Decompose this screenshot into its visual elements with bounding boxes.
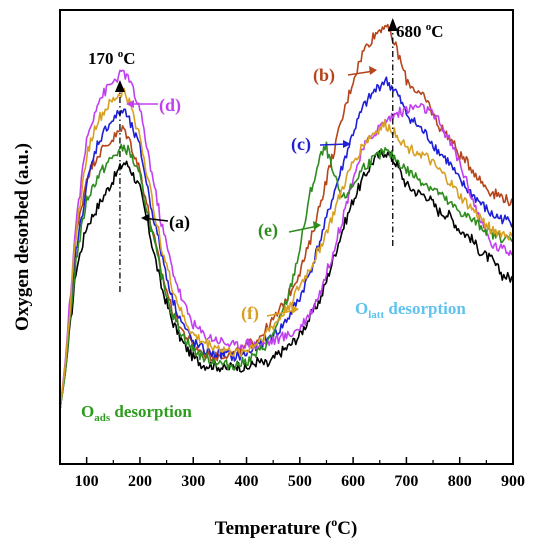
callout-c: (c) xyxy=(291,134,351,155)
callout-d-arrow-icon xyxy=(126,100,134,108)
peak-label-680-value: 680 xyxy=(396,22,426,41)
series-line-d xyxy=(59,69,514,411)
callout-e-arrow-icon xyxy=(313,221,321,230)
peak-label-680-unit: C xyxy=(431,22,443,41)
x-axis-label-main: Temperature ( xyxy=(215,518,332,539)
callout-d: (d) xyxy=(126,95,181,116)
x-tick-label-700: 700 xyxy=(394,473,418,490)
x-tick-label-300: 300 xyxy=(181,473,205,490)
x-tick-label-400: 400 xyxy=(235,473,259,490)
label-c: (c) xyxy=(291,134,311,155)
callout-e: (e) xyxy=(258,220,321,241)
series-line-e xyxy=(59,141,514,411)
series-line-a xyxy=(59,150,514,411)
label-e: (e) xyxy=(258,220,278,241)
x-tick-label-600: 600 xyxy=(341,473,365,490)
callout-e-line xyxy=(288,225,319,233)
x-tick-label-800: 800 xyxy=(448,473,472,490)
x-tick-group: 100 200 300 400 500 600 700 800 900 xyxy=(59,457,525,490)
olatt-sub: latt xyxy=(368,309,384,321)
series-line-c xyxy=(59,76,514,411)
callout-b-arrow-icon xyxy=(369,66,377,75)
x-tick-label-100: 100 xyxy=(75,473,99,490)
x-tick-label-900: 900 xyxy=(501,473,525,490)
plot-frame xyxy=(59,9,514,465)
callout-c-arrow-icon xyxy=(343,140,351,148)
label-f: (f) xyxy=(241,303,259,324)
callout-f: (f) xyxy=(241,303,299,324)
peak-label-680: 680 oC xyxy=(396,21,444,41)
x-axis-label-end: C) xyxy=(337,518,357,539)
peak-label-170-sup: o xyxy=(118,48,124,60)
olatt-rest: desorption xyxy=(384,299,466,318)
x-tick-label-500: 500 xyxy=(288,473,312,490)
label-b: (b) xyxy=(313,65,335,86)
peak-label-680-sup: o xyxy=(426,21,432,33)
peak-label-170-unit: C xyxy=(123,49,135,68)
oads-rest: desorption xyxy=(110,402,192,421)
peak-label-170-value: 170 xyxy=(88,49,118,68)
peak-label-170: 170 oC xyxy=(88,48,136,68)
oads-main: O xyxy=(81,402,94,421)
x-axis-label-sup: o xyxy=(331,515,337,529)
callout-f-arrow-icon xyxy=(291,305,299,314)
callout-f-line xyxy=(266,309,297,317)
oads-sub: ads xyxy=(94,412,111,424)
x-axis-label: Temperature (oC) xyxy=(215,515,358,539)
callout-b: (b) xyxy=(313,65,377,86)
callout-a: (a) xyxy=(141,212,190,233)
oads-desorption-label: Oads desorption xyxy=(81,402,192,424)
olatt-desorption-label: Olatt desorption xyxy=(355,299,466,321)
callout-a-arrow-icon xyxy=(141,214,149,222)
label-a: (a) xyxy=(169,212,190,233)
peak-arrow-170-icon xyxy=(114,80,125,92)
series-line-b xyxy=(59,23,514,411)
olatt-main: O xyxy=(355,299,368,318)
x-tick-label-200: 200 xyxy=(128,473,152,490)
peak-arrow-680-icon xyxy=(387,18,398,31)
label-d: (d) xyxy=(159,95,181,116)
y-axis-label: Oxygen desorbed (a.u.) xyxy=(12,143,33,331)
